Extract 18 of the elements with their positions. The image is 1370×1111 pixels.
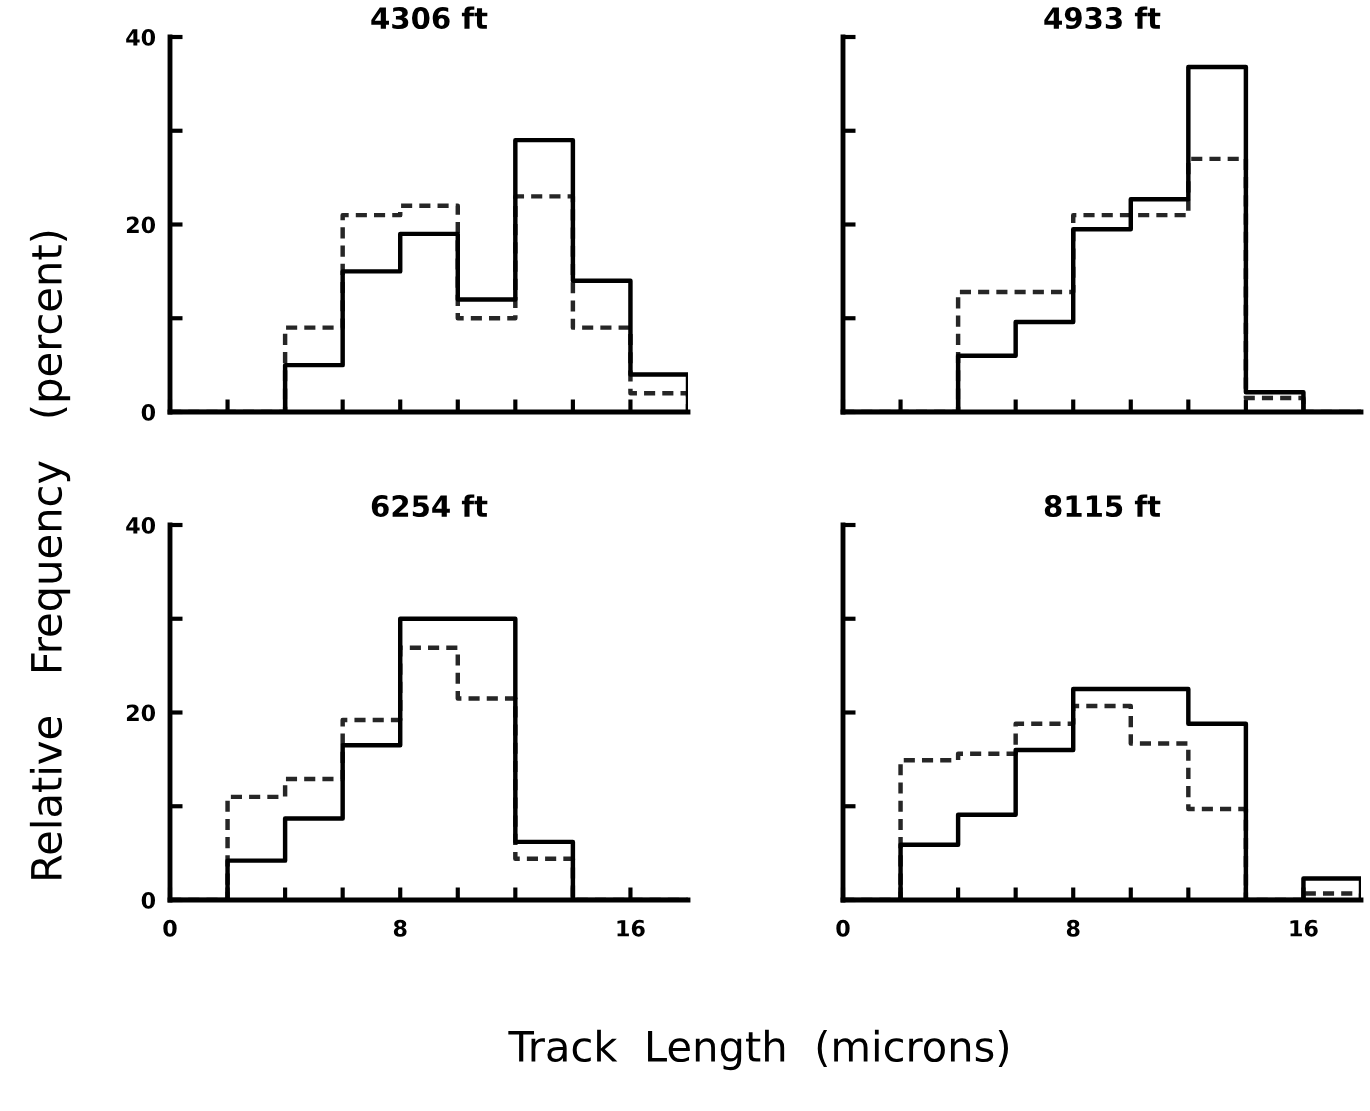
- x-tick-label: 16: [1290, 919, 1318, 937]
- x-tick-label: 8: [393, 919, 407, 937]
- y-tick-label: 0: [141, 891, 156, 909]
- y-tick-label: 40: [126, 28, 156, 46]
- x-tick-label: 0: [836, 919, 850, 937]
- y-tick-label: 20: [126, 704, 156, 722]
- x-axis-title: Track Length (microns): [508, 1029, 1008, 1071]
- y-tick-label: 40: [126, 516, 156, 534]
- chart-title: 4933 ft: [1044, 6, 1161, 30]
- x-tick-label: 0: [163, 919, 177, 937]
- x-tick-label: 16: [617, 919, 645, 937]
- chart-title: 8115 ft: [1044, 494, 1161, 518]
- y-tick-label: 0: [141, 403, 156, 421]
- x-tick-label: 8: [1066, 919, 1080, 937]
- chart-title: 4306 ft: [371, 6, 488, 30]
- chart-title: 6254 ft: [371, 494, 488, 518]
- y-tick-label: 20: [126, 216, 156, 234]
- y-axis-title: Relative Frequency (percent): [29, 231, 71, 879]
